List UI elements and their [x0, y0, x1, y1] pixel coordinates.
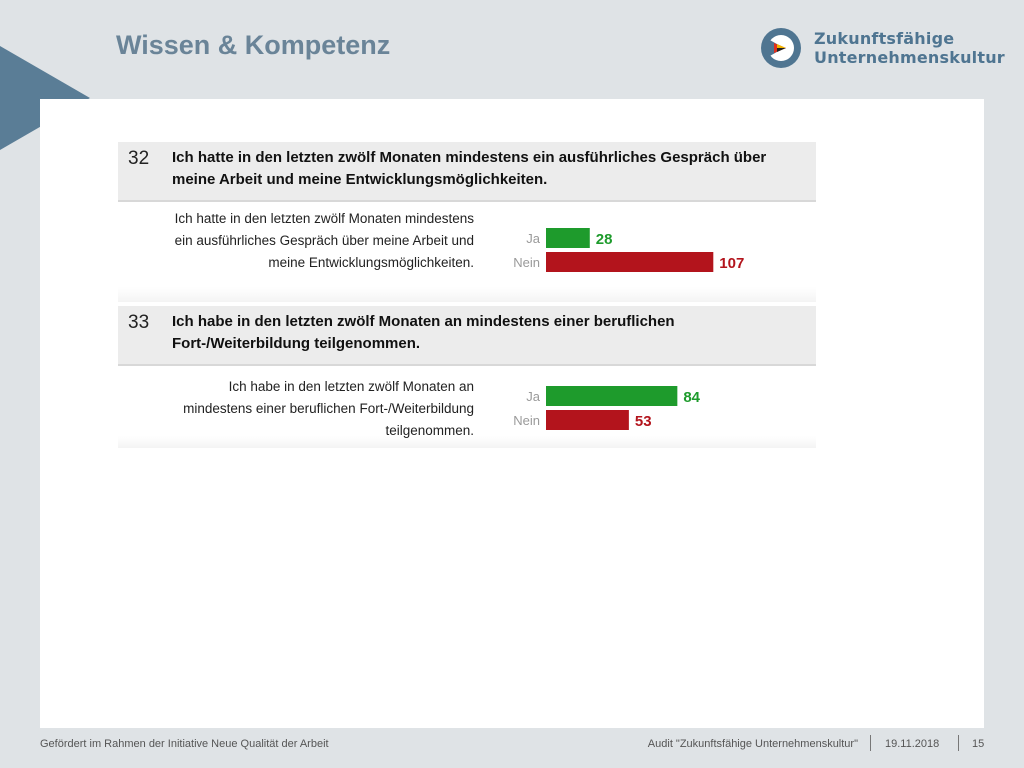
- question-header-32: 32 Ich hatte in den letzten zwölf Monate…: [118, 142, 816, 202]
- footer-audit: Audit "Zukunftsfähige Unternehmenskultur…: [647, 738, 858, 750]
- bar-value-label: 53: [635, 413, 652, 430]
- bar-nein: [546, 410, 629, 430]
- bar-category-label: Ja: [526, 231, 541, 246]
- brand-name-line2: Unternehmenskultur: [814, 48, 1005, 67]
- question-body-33: Ich habe in den letzten zwölf Monaten an…: [118, 368, 816, 448]
- bar-value-label: 28: [596, 231, 613, 248]
- bar-value-label: 84: [683, 389, 700, 406]
- brand-name: Zukunftsfähige Unternehmenskultur: [814, 29, 1005, 67]
- question-body-32: Ich hatte in den letzten zwölf Monaten m…: [118, 202, 816, 302]
- footer-page-number: 15: [972, 738, 985, 750]
- bar-ja: [546, 386, 678, 406]
- question-header-33: 33 Ich habe in den letzten zwölf Monaten…: [118, 306, 816, 366]
- brand-name-line1: Zukunftsfähige: [814, 29, 955, 48]
- bar-ja: [546, 228, 590, 248]
- bar-chart-q33: Ja 84 Nein 53: [513, 386, 701, 430]
- bar-nein: [546, 252, 714, 272]
- footer-date: 19.11.2018: [885, 738, 940, 750]
- footer-divider: [870, 735, 871, 751]
- bar-category-label: Ja: [526, 389, 541, 404]
- question-text: Ich hatte in den letzten zwölf Monaten m…: [172, 149, 767, 188]
- footer-funding-note: Gefördert im Rahmen der Initiative Neue …: [40, 738, 329, 750]
- footer-divider: [958, 735, 959, 751]
- survey-panel: 32 Ich hatte in den letzten zwölf Monate…: [118, 140, 816, 448]
- question-number: 33: [128, 312, 150, 333]
- bar-category-label: Nein: [513, 255, 540, 270]
- bar-chart-q32: Ja 28 Nein 107: [513, 228, 744, 272]
- slide-title: Wissen & Kompetenz: [116, 30, 391, 60]
- question-number: 32: [128, 148, 150, 169]
- bar-value-label: 107: [719, 255, 744, 272]
- bar-category-label: Nein: [513, 413, 540, 428]
- question-subtext: Ich hatte in den letzten zwölf Monaten m…: [174, 211, 474, 270]
- question-subtext: Ich habe in den letzten zwölf Monaten an…: [183, 379, 474, 438]
- question-text: Ich habe in den letzten zwölf Monaten an…: [172, 313, 675, 352]
- brand-logo-icon: [761, 28, 801, 68]
